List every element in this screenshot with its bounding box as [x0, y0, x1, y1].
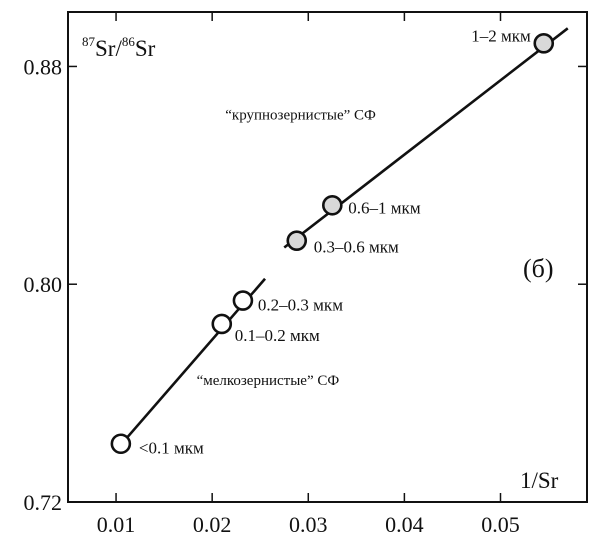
fit-line-coarse [283, 27, 569, 249]
point-label: 0.2–0.3 мкм [258, 296, 343, 315]
point-label: 0.1–0.2 мкм [235, 326, 320, 345]
point-label: 1–2 мкм [471, 26, 531, 45]
data-point [533, 33, 555, 54]
group-annotation: “крупнозернистые” СФ [225, 108, 376, 124]
y-tick-label: 0.88 [24, 54, 63, 79]
x-tick-label: 0.05 [481, 512, 520, 537]
data-point [322, 194, 343, 216]
data-point [286, 230, 308, 251]
data-point [211, 313, 233, 335]
panel-label: (б) [523, 254, 554, 283]
point-labels: <0.1 мкм 0.1–0.2 мкм 0.2–0.3 мкм 0.3–0.6 мк… [139, 26, 531, 457]
y-tick-label: 0.80 [24, 272, 63, 297]
group-annotation: “мелкозернистые” СФ [197, 373, 340, 389]
data-point [232, 290, 254, 311]
y-axis-title: 87Sr/86Sr [82, 34, 156, 61]
ticks: 0.01 0.02 0.03 0.04 0.05 0.72 0.80 0.88 [24, 12, 587, 537]
point-label: 0.6–1 мкм [348, 198, 421, 217]
x-tick-label: 0.02 [193, 512, 232, 537]
x-axis-title: 1/Sr [520, 468, 559, 493]
point-label: <0.1 мкм [139, 439, 204, 458]
data-point [110, 433, 132, 455]
x-tick-label: 0.03 [289, 512, 328, 537]
x-tick-label: 0.01 [97, 512, 136, 537]
x-tick-label: 0.04 [385, 512, 424, 537]
annotations: “крупнозернистые” СФ “мелкозернистые” СФ [197, 108, 376, 389]
y-tick-label: 0.72 [24, 490, 63, 515]
plot-frame [67, 11, 588, 503]
point-label: 0.3–0.6 мкм [314, 238, 399, 257]
data-points [110, 33, 555, 455]
